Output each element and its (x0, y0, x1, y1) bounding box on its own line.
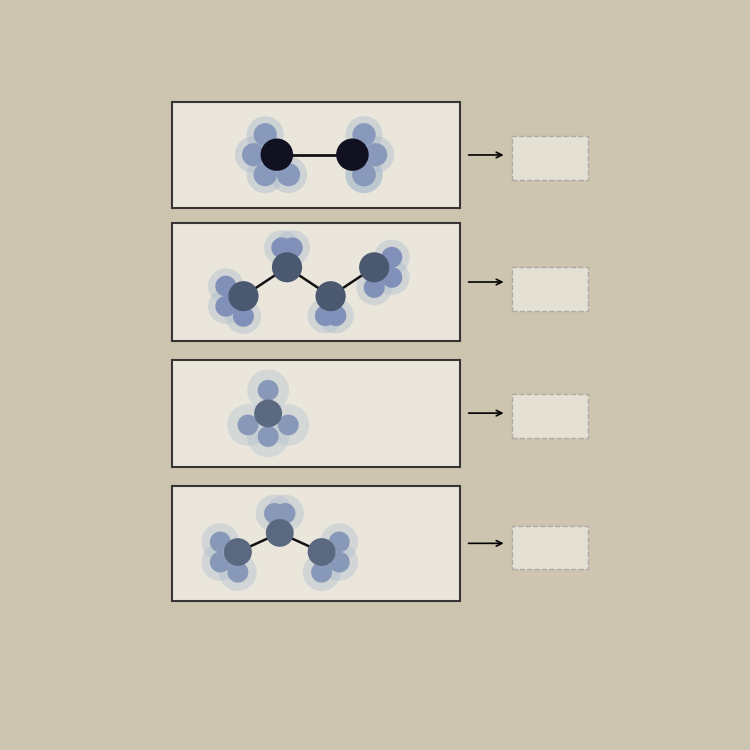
Bar (512, 136, 588, 179)
Circle shape (352, 164, 376, 186)
Circle shape (364, 277, 385, 298)
Circle shape (242, 143, 266, 166)
Circle shape (311, 562, 332, 583)
Circle shape (282, 237, 303, 258)
Circle shape (270, 156, 307, 194)
Circle shape (308, 538, 335, 566)
Circle shape (202, 524, 239, 560)
Circle shape (215, 296, 236, 316)
Circle shape (258, 426, 278, 447)
Circle shape (346, 156, 382, 194)
Circle shape (328, 552, 350, 572)
Circle shape (274, 230, 310, 266)
Circle shape (328, 532, 350, 552)
Circle shape (227, 404, 269, 445)
Circle shape (247, 156, 284, 194)
Circle shape (352, 123, 376, 146)
Circle shape (215, 276, 236, 296)
Circle shape (267, 404, 309, 445)
Circle shape (248, 370, 289, 411)
Circle shape (208, 289, 244, 324)
Circle shape (235, 136, 272, 173)
Circle shape (318, 298, 354, 333)
Circle shape (357, 136, 395, 173)
Circle shape (202, 544, 239, 580)
Bar (172, 101, 460, 208)
Circle shape (381, 267, 402, 288)
Circle shape (264, 503, 285, 524)
Circle shape (224, 538, 252, 566)
Circle shape (316, 281, 346, 311)
Circle shape (374, 260, 410, 295)
Bar (172, 360, 460, 466)
Circle shape (219, 554, 257, 591)
Bar (512, 394, 588, 438)
Circle shape (254, 123, 277, 146)
Circle shape (228, 281, 259, 311)
Circle shape (258, 380, 278, 400)
Circle shape (359, 252, 389, 282)
Circle shape (256, 495, 293, 532)
Circle shape (346, 116, 382, 153)
Circle shape (260, 139, 293, 171)
Circle shape (336, 139, 369, 171)
Circle shape (364, 143, 387, 166)
Circle shape (356, 270, 392, 305)
Circle shape (264, 230, 299, 266)
Circle shape (381, 247, 402, 268)
Circle shape (277, 164, 300, 186)
Circle shape (238, 415, 259, 435)
Circle shape (248, 416, 289, 458)
Circle shape (315, 305, 336, 326)
Circle shape (227, 562, 248, 583)
Circle shape (274, 503, 296, 524)
Bar (512, 267, 588, 310)
Circle shape (266, 519, 294, 547)
Circle shape (208, 268, 244, 304)
Circle shape (233, 306, 254, 327)
Circle shape (320, 544, 358, 580)
Circle shape (226, 298, 261, 334)
Circle shape (210, 552, 231, 572)
Circle shape (254, 400, 282, 427)
Circle shape (254, 164, 277, 186)
Bar (172, 223, 460, 341)
Bar (172, 485, 460, 601)
Circle shape (266, 495, 304, 532)
Circle shape (272, 237, 292, 258)
Circle shape (308, 298, 344, 333)
Bar (512, 526, 588, 569)
Circle shape (278, 415, 298, 435)
Circle shape (326, 305, 346, 326)
Circle shape (303, 554, 340, 591)
Circle shape (374, 239, 410, 274)
Circle shape (210, 532, 231, 552)
Circle shape (346, 156, 382, 194)
Circle shape (320, 524, 358, 560)
Circle shape (247, 116, 284, 153)
Circle shape (272, 252, 302, 282)
Circle shape (352, 164, 376, 186)
